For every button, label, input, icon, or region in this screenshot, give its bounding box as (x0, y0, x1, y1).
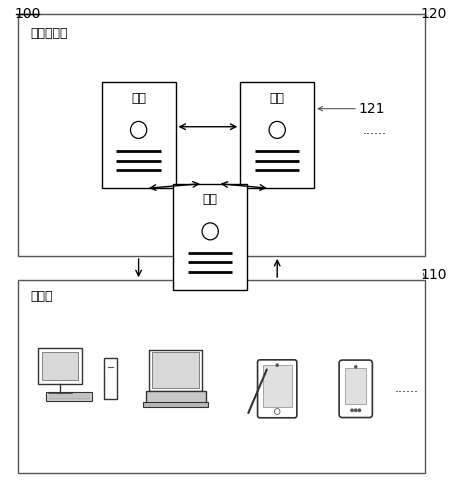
FancyBboxPatch shape (258, 360, 297, 418)
Bar (102, 82, 176, 188)
Text: 节点: 节点 (203, 193, 218, 206)
Circle shape (355, 409, 357, 412)
Bar (38, 348, 82, 384)
Text: ......: ...... (363, 124, 387, 137)
Circle shape (276, 364, 279, 367)
Text: 节点: 节点 (270, 92, 285, 104)
Bar (18, 14, 425, 256)
Text: 120: 120 (420, 7, 447, 21)
Bar (240, 82, 314, 188)
Circle shape (354, 365, 357, 369)
Bar (146, 391, 206, 403)
Bar (143, 402, 208, 407)
Bar (173, 184, 247, 290)
Text: 121: 121 (358, 102, 384, 115)
FancyBboxPatch shape (339, 360, 372, 417)
Text: 100: 100 (14, 7, 41, 21)
Bar (345, 368, 366, 404)
Bar (46, 392, 92, 401)
Circle shape (359, 409, 360, 412)
Bar (18, 280, 425, 473)
Bar (262, 365, 292, 407)
Bar (104, 358, 117, 399)
Text: 节点: 节点 (131, 92, 146, 104)
Bar (42, 352, 78, 380)
Text: ......: ...... (395, 383, 419, 395)
Bar (149, 350, 202, 391)
Text: 区块链网络: 区块链网络 (30, 27, 67, 40)
Bar (152, 352, 199, 388)
Circle shape (274, 409, 280, 414)
Circle shape (351, 409, 353, 412)
Text: 110: 110 (420, 268, 447, 282)
Text: 客户端: 客户端 (30, 290, 53, 303)
